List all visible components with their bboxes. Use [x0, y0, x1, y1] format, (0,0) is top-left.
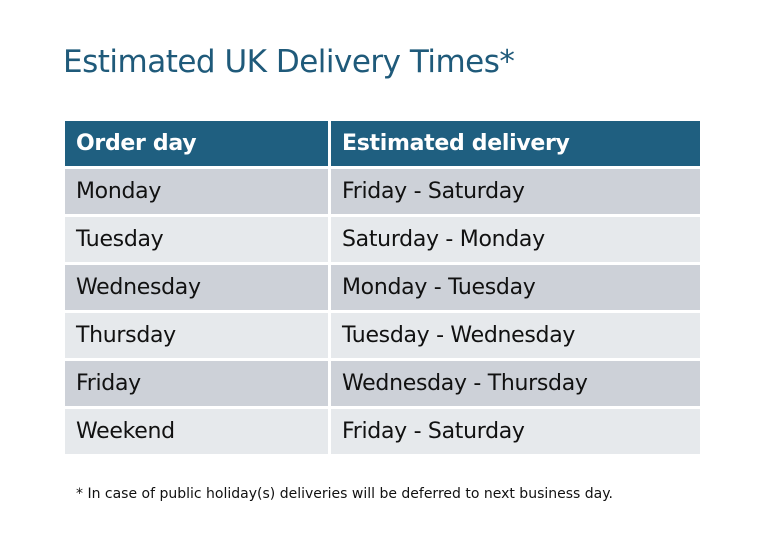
- order-day-cell: Weekend: [65, 409, 328, 454]
- page-title: Estimated UK Delivery Times*: [63, 44, 515, 80]
- estimated-delivery-cell: Tuesday - Wednesday: [331, 313, 700, 358]
- estimated-delivery-cell: Monday - Tuesday: [331, 265, 700, 310]
- order-day-cell: Monday: [65, 169, 328, 214]
- table-row: Thursday Tuesday - Wednesday: [65, 313, 700, 358]
- estimated-delivery-cell: Wednesday - Thursday: [331, 361, 700, 406]
- header-order-day: Order day: [65, 121, 328, 166]
- header-estimated-delivery: Estimated delivery: [331, 121, 700, 166]
- table-row: Monday Friday - Saturday: [65, 169, 700, 214]
- estimated-delivery-cell: Friday - Saturday: [331, 409, 700, 454]
- estimated-delivery-cell: Friday - Saturday: [331, 169, 700, 214]
- table-row: Weekend Friday - Saturday: [65, 409, 700, 454]
- estimated-delivery-cell: Saturday - Monday: [331, 217, 700, 262]
- order-day-cell: Wednesday: [65, 265, 328, 310]
- table-header: Order day Estimated delivery: [65, 121, 700, 166]
- delivery-table: Order day Estimated delivery Monday Frida…: [62, 118, 703, 457]
- table-row: Friday Wednesday - Thursday: [65, 361, 700, 406]
- order-day-cell: Thursday: [65, 313, 328, 358]
- footnote: * In case of public holiday(s) deliverie…: [76, 486, 613, 502]
- table-row: Wednesday Monday - Tuesday: [65, 265, 700, 310]
- table-row: Tuesday Saturday - Monday: [65, 217, 700, 262]
- order-day-cell: Friday: [65, 361, 328, 406]
- order-day-cell: Tuesday: [65, 217, 328, 262]
